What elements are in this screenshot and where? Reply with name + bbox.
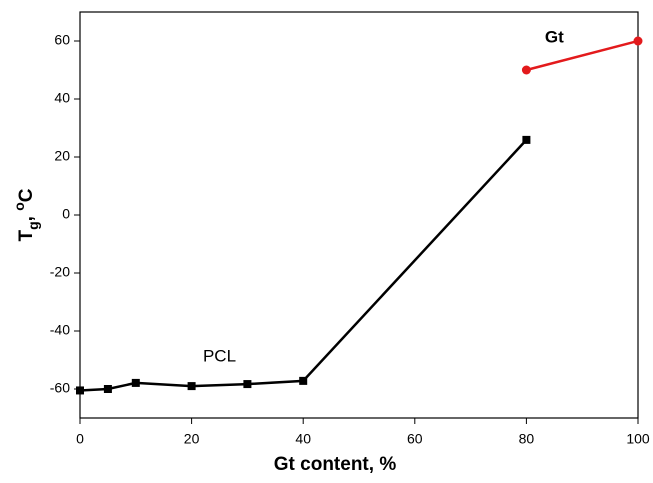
x-tick-label: 20 — [184, 431, 200, 447]
y-tick-label: -60 — [50, 380, 70, 396]
marker — [76, 386, 84, 395]
y-axis-label: Tg, oC — [11, 188, 41, 241]
y-label-main: T — [16, 230, 37, 242]
plot-frame — [79, 11, 639, 419]
y-tick-label: -20 — [50, 264, 70, 280]
marker — [131, 378, 140, 387]
marker — [522, 135, 531, 144]
x-tick-label: 60 — [407, 431, 423, 447]
marker — [243, 380, 252, 389]
marker — [187, 382, 196, 391]
y-label-sep: , — [16, 211, 37, 222]
series-name: Gt — [545, 28, 564, 47]
marker — [103, 385, 112, 393]
marker — [633, 36, 643, 46]
x-tick-label: 40 — [295, 431, 311, 447]
x-tick-label: 80 — [519, 431, 535, 447]
marker — [299, 376, 308, 385]
y-label-sup: o — [11, 202, 27, 211]
x-axis-label: Gt content, % — [274, 454, 397, 475]
y-tick-label: 20 — [54, 148, 70, 164]
y-tick-label: 0 — [62, 206, 70, 222]
x-tick-label: 100 — [626, 431, 650, 447]
y-tick-label: 60 — [54, 32, 70, 48]
series-line — [79, 139, 528, 392]
series-name: PCL — [203, 347, 236, 366]
y-tick-label: -40 — [50, 322, 70, 338]
y-tick-label: 40 — [54, 90, 70, 106]
y-label-sub: g — [25, 221, 41, 230]
series-line — [526, 39, 639, 72]
y-label-unit: C — [16, 188, 37, 202]
marker — [521, 65, 531, 75]
x-tick-label: 0 — [76, 431, 84, 447]
